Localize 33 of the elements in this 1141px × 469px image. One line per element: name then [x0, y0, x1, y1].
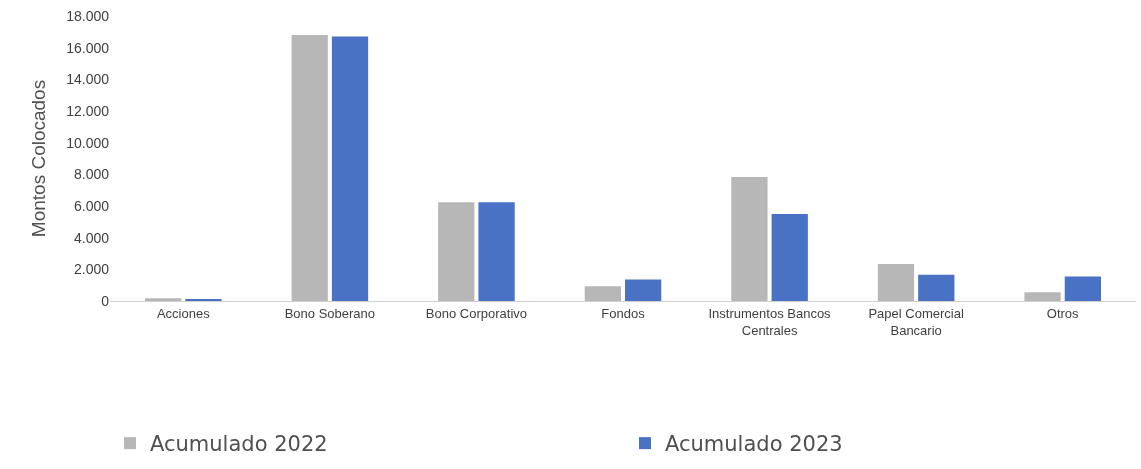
legend-label: Acumulado 2022 [150, 432, 328, 457]
x-tick-label: Fondos [601, 305, 646, 321]
x-tick-label: Instrumentos Bancos Centrales [708, 305, 832, 338]
x-tick-label: Papel Comercial Bancario [868, 305, 964, 338]
y-axis-title: Montos Colocados [28, 79, 50, 238]
bar [331, 36, 369, 301]
bar [877, 263, 915, 301]
x-tick-label: Bono Soberano [284, 305, 376, 321]
y-tick-label: 6.000 [73, 197, 110, 214]
bar [918, 274, 955, 301]
bar [1024, 292, 1061, 301]
bar [144, 298, 182, 301]
bar [731, 177, 768, 301]
bar [478, 202, 515, 301]
legend-label: Acumulado 2023 [665, 432, 843, 457]
y-tick-label: 10.000 [66, 134, 110, 151]
x-tick-label: Acciones [156, 305, 211, 321]
y-tick-label: 16.000 [66, 39, 110, 56]
y-tick-label: 12.000 [66, 102, 110, 119]
bar [1064, 276, 1102, 301]
bar [625, 279, 662, 301]
y-tick-label: 0 [101, 292, 110, 309]
y-tick-label: 18.000 [66, 7, 110, 24]
bar [438, 202, 475, 301]
y-tick-label: 2.000 [73, 261, 110, 278]
x-tick-label: Bono Corporativo [425, 305, 528, 321]
bar [771, 214, 808, 301]
y-tick-label: 4.000 [73, 229, 110, 246]
x-tick-label: Otros [1046, 305, 1080, 321]
y-tick-label: 14.000 [66, 71, 110, 88]
bar [584, 286, 621, 301]
bar [291, 35, 328, 301]
y-tick-label: 8.000 [73, 166, 110, 183]
